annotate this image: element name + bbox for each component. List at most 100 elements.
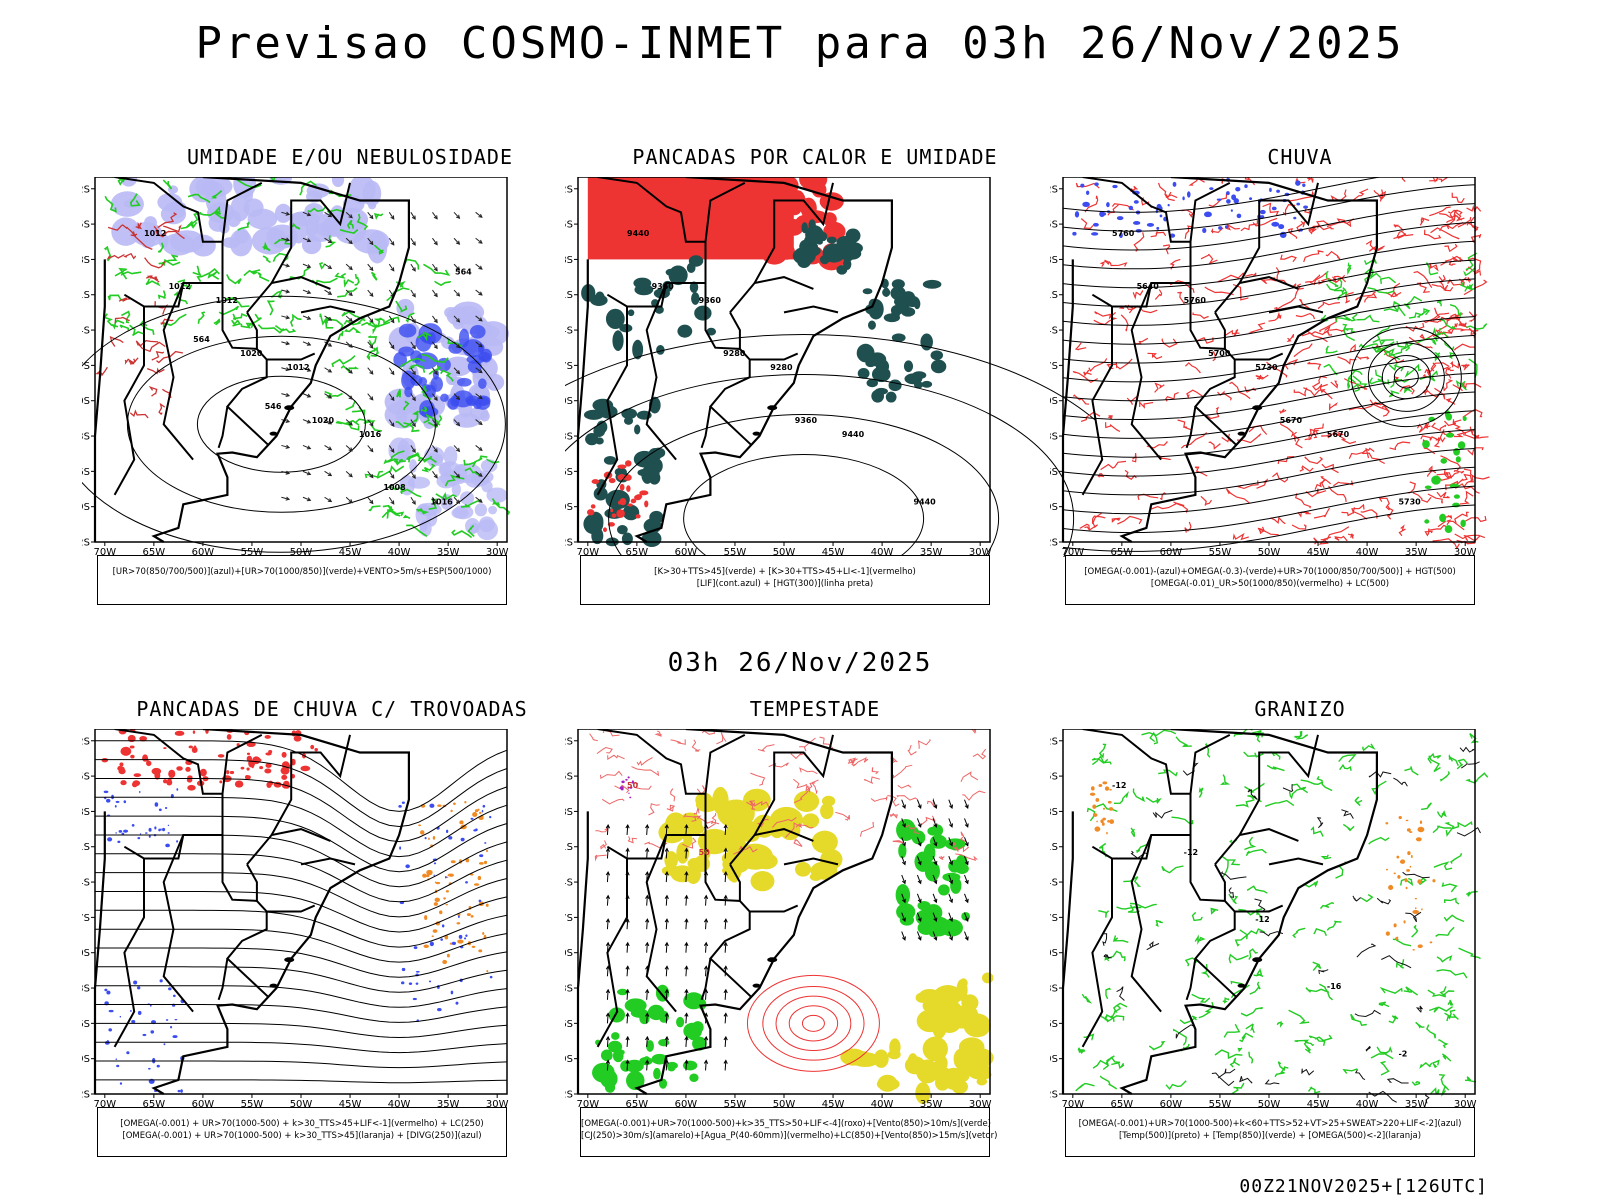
wind-vector — [410, 393, 416, 401]
temp500-contour — [1456, 826, 1481, 837]
rain-red-contour — [1439, 210, 1459, 219]
temp500-contour — [1424, 1093, 1430, 1104]
rain-red-contour — [1330, 189, 1347, 202]
contour-label: 5730 — [1255, 363, 1278, 372]
temp850-green-contour — [1092, 1055, 1115, 1069]
wind-vector-head — [605, 941, 611, 947]
rain-red-contour — [1423, 229, 1442, 240]
divg-blue-dots — [424, 836, 427, 840]
wind-vector-head — [723, 847, 728, 852]
humidity-green-contour — [405, 312, 415, 323]
temp850-green-contour — [1450, 853, 1463, 864]
wind-vector — [724, 1060, 727, 1071]
pw-red-contour — [962, 790, 986, 801]
rain-red-contour — [1454, 511, 1469, 524]
storm-red-area — [259, 765, 264, 770]
wind-vector — [388, 341, 395, 349]
instability-teal-area — [930, 350, 944, 361]
lat-label: 39S — [1050, 502, 1058, 513]
rain-red-contour — [1139, 400, 1154, 409]
temp850-green-contour — [1420, 802, 1432, 811]
omega-orange-area — [1419, 820, 1423, 824]
humidity-blue — [475, 396, 491, 410]
wind-vector-head — [478, 291, 483, 296]
wind-vector — [626, 942, 629, 953]
wind-vector — [932, 893, 937, 903]
rain-red-contour — [1459, 490, 1474, 505]
temp500-contour — [1102, 933, 1108, 946]
contour-label: 5730 — [1398, 497, 1421, 506]
temp850-green-contour — [1231, 1082, 1245, 1095]
lon-label: 70W — [1061, 547, 1084, 557]
wind-vector — [606, 824, 609, 836]
temp850-green-contour — [1447, 999, 1454, 1006]
divg-blue-dots — [162, 827, 166, 832]
wind850-green-area — [643, 1056, 650, 1064]
lon-label: 40W — [1356, 547, 1379, 557]
wind850-green-area — [666, 1061, 678, 1070]
wind-vector-head — [478, 421, 483, 426]
wind-vector — [475, 367, 483, 374]
wind-vector — [964, 799, 969, 809]
humidity-green-contour — [335, 419, 360, 426]
wind-vector-head — [327, 498, 333, 503]
humidity-green-contour — [291, 222, 301, 230]
humidity-red-contour — [118, 297, 132, 302]
rain-green-area — [1424, 519, 1430, 524]
wind-vector-head — [933, 842, 938, 847]
wind-vector — [964, 912, 969, 922]
rain-red-contour — [1268, 311, 1282, 322]
temp850-green-contour — [1184, 957, 1199, 967]
rain-red-contour — [1130, 185, 1138, 193]
rain-red-contour — [1229, 381, 1251, 400]
coastline — [151, 177, 410, 543]
wind-vector — [665, 1036, 668, 1047]
humidity-green-contour — [318, 262, 326, 270]
wind-vector — [901, 931, 906, 941]
state-border — [1081, 306, 1113, 496]
instability-teal-area — [593, 486, 608, 501]
rain-green-contour — [1466, 323, 1488, 330]
rain-green-contour — [1404, 363, 1422, 378]
contour-label: 1008 — [383, 483, 406, 492]
pw-red-contour — [970, 729, 977, 734]
temp500-contour — [1461, 761, 1480, 769]
storm-orange-area — [466, 913, 471, 916]
rain-red-contour — [1282, 204, 1296, 216]
wind-vector-head — [285, 496, 291, 501]
rain-green-area — [1457, 441, 1466, 450]
page-title: Previsao COSMO-INMET para 03h 26/Nov/202… — [195, 18, 1405, 69]
temp850-green-contour — [1458, 947, 1481, 960]
divg-blue-dots — [123, 829, 129, 833]
wind-vector-head — [411, 215, 416, 220]
wind-vector — [324, 237, 332, 243]
divg-blue-dots — [448, 836, 453, 840]
humidity-blue-light — [396, 407, 408, 424]
lon-label: 30W — [969, 547, 992, 557]
rain-red-contour — [1420, 435, 1441, 442]
wind-vector — [606, 872, 609, 883]
pw-red-contour — [811, 779, 819, 794]
wind-vector — [410, 315, 416, 323]
rain-red-contour — [1107, 204, 1119, 216]
humidity-blue-light — [141, 237, 156, 249]
wind-vector-head — [306, 497, 312, 502]
rain-red-contour — [1225, 223, 1240, 231]
humidity-green-contour — [370, 271, 378, 281]
temp850-green-contour — [1319, 983, 1334, 1001]
rain-red-contour — [1424, 362, 1437, 374]
wind-vector — [606, 1036, 609, 1047]
storm-red-area — [120, 746, 132, 756]
wind-vector-head — [411, 474, 416, 479]
humidity-green-contour — [213, 210, 227, 219]
wind-vector — [367, 289, 374, 297]
temp850-green-contour — [1451, 821, 1473, 830]
divg-blue-dots — [399, 846, 402, 850]
storm-red-area — [281, 774, 288, 780]
wind-vector — [345, 341, 353, 348]
temp850-green-contour — [1288, 786, 1305, 800]
humidity-green-contour — [423, 413, 441, 426]
storm-red-area — [281, 751, 287, 758]
humidity-blue — [436, 357, 451, 372]
temp850-green-contour — [1223, 1023, 1241, 1038]
